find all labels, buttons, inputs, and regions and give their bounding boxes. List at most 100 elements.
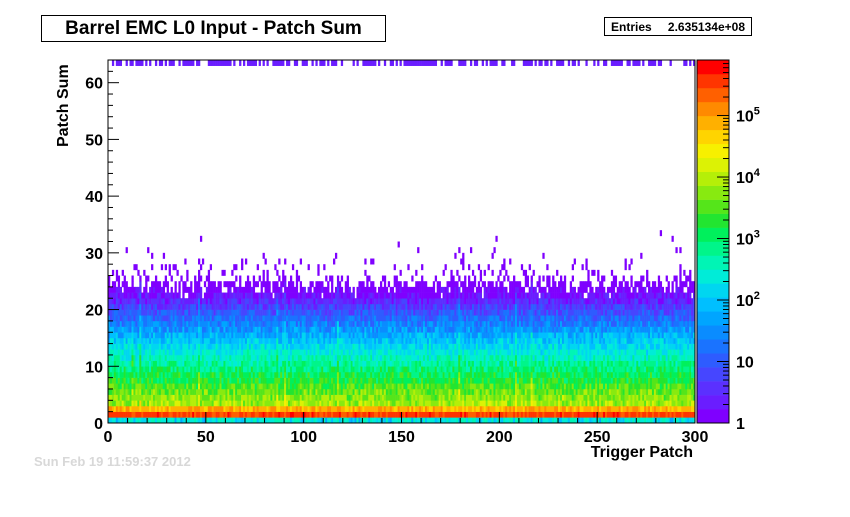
heatmap-cell (299, 383, 303, 390)
heatmap-cell (121, 309, 124, 316)
heatmap-cell (448, 400, 451, 407)
heatmap-cell (227, 320, 230, 327)
heatmap-cell (370, 281, 373, 288)
heatmap-cell (354, 388, 357, 395)
heatmap-cell (309, 360, 312, 367)
heatmap-cell (299, 281, 303, 288)
heatmap-cell (192, 371, 195, 378)
heatmap-cell (381, 343, 385, 350)
heatmap-cell (466, 388, 469, 395)
heatmap-cell (466, 320, 469, 327)
heatmap-cell (250, 388, 254, 395)
heatmap-cell (313, 315, 316, 322)
heatmap-cell (315, 400, 318, 407)
heatmap-cell (295, 60, 299, 66)
heatmap-cell (376, 405, 379, 412)
heatmap-cell (262, 315, 265, 322)
heatmap-cell (350, 371, 353, 378)
heatmap-cell (248, 360, 252, 367)
heatmap-cell (182, 360, 185, 367)
heatmap-cell (456, 349, 459, 356)
heatmap-cell (423, 388, 426, 395)
heatmap-cell (133, 394, 136, 401)
heatmap-cell (160, 417, 164, 424)
heatmap-cell (417, 315, 420, 322)
heatmap-cell (471, 400, 475, 407)
heatmap-cell (244, 258, 248, 265)
heatmap-cell (372, 332, 375, 339)
heatmap-cell (323, 411, 326, 418)
heatmap-cell (342, 326, 346, 333)
heatmap-cell (231, 326, 234, 333)
heatmap-cell (274, 315, 277, 322)
heatmap-cell (423, 411, 426, 418)
heatmap-cell (295, 309, 299, 316)
heatmap-cell (293, 349, 297, 356)
heatmap-cell (370, 292, 373, 299)
heatmap-cell (186, 417, 189, 424)
heatmap-cell (321, 298, 324, 305)
heatmap-cell (213, 337, 216, 344)
heatmap-cell (282, 360, 285, 367)
heatmap-cell (340, 371, 344, 378)
heatmap-cell (432, 332, 436, 339)
heatmap-cell (468, 332, 471, 339)
heatmap-cell (131, 417, 134, 424)
heatmap-cell (252, 411, 256, 418)
heatmap-cell (385, 400, 389, 407)
heatmap-cell (211, 315, 214, 322)
heatmap-cell (364, 337, 367, 344)
heatmap-cell (305, 417, 308, 424)
heatmap-cell (164, 60, 167, 66)
heatmap-cell (327, 60, 330, 66)
heatmap-cell (372, 411, 375, 418)
heatmap-cell (409, 337, 412, 344)
heatmap-cell (360, 400, 363, 407)
heatmap-cell (244, 309, 248, 316)
heatmap-cell (256, 417, 259, 424)
heatmap-cell (325, 405, 328, 412)
heatmap-cell (393, 360, 396, 367)
heatmap-cell (391, 383, 394, 390)
heatmap-cell (460, 400, 463, 407)
heatmap-cell (307, 366, 310, 373)
heatmap-cell (473, 417, 477, 424)
heatmap-cell (389, 309, 393, 316)
heatmap-cell (454, 332, 457, 339)
heatmap-cell (133, 354, 136, 361)
heatmap-cell (411, 360, 414, 367)
heatmap-cell (329, 417, 332, 424)
heatmap-cell (423, 60, 426, 66)
heatmap-cell (198, 371, 201, 378)
heatmap-cell (231, 394, 234, 401)
heatmap-cell (446, 326, 449, 333)
heatmap-cell (428, 337, 432, 344)
heatmap-cell (385, 315, 389, 322)
heatmap-cell (229, 320, 232, 327)
heatmap-cell (403, 326, 406, 333)
heatmap-cell (295, 417, 299, 424)
heatmap-cell (452, 405, 455, 412)
heatmap-cell (317, 349, 320, 356)
heatmap-cell (444, 417, 447, 424)
heatmap-cell (135, 264, 138, 271)
heatmap-cell (407, 417, 410, 424)
heatmap-cell (153, 400, 156, 407)
heatmap-cell (196, 337, 199, 344)
heatmap-cell (325, 303, 328, 310)
heatmap-cell (303, 298, 306, 305)
heatmap-cell (115, 269, 119, 276)
heatmap-cell (462, 377, 465, 384)
heatmap-cell (417, 349, 420, 356)
heatmap-cell (133, 332, 136, 339)
heatmap-cell (237, 400, 240, 407)
heatmap-cell (364, 371, 367, 378)
heatmap-cell (393, 303, 396, 310)
heatmap-cell (407, 354, 410, 361)
heatmap-cell (378, 343, 381, 350)
heatmap-cell (209, 405, 213, 412)
heatmap-cell (378, 326, 381, 333)
heatmap-cell (430, 332, 434, 339)
heatmap-cell (264, 383, 267, 390)
heatmap-cell (231, 309, 234, 316)
